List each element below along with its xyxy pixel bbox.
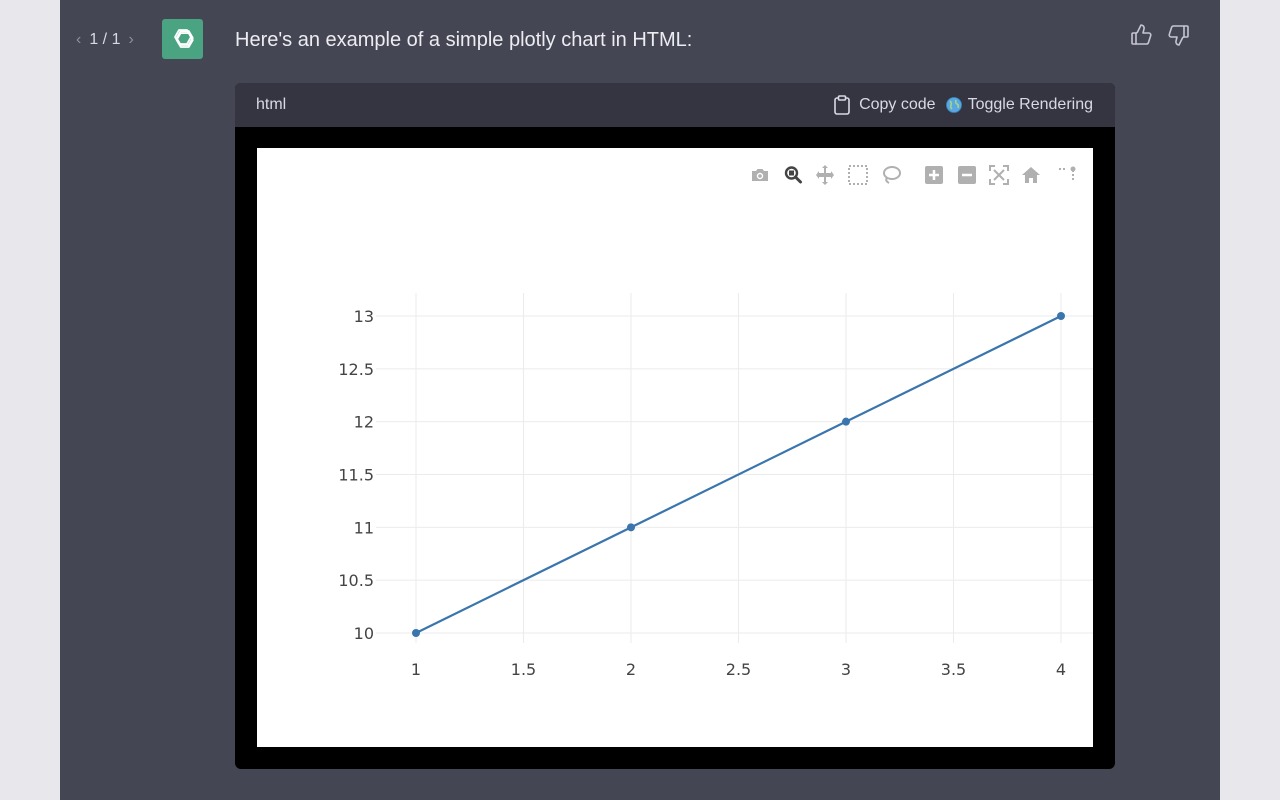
x-tick-label: 1.5	[511, 660, 536, 679]
chevron-right-icon[interactable]: ›	[128, 31, 134, 48]
x-tick-label: 3.5	[941, 660, 966, 679]
data-point[interactable]	[627, 523, 635, 532]
zoom-out-icon[interactable]	[956, 164, 978, 186]
chevron-left-icon[interactable]: ‹	[76, 31, 82, 48]
zoom-icon[interactable]	[782, 164, 804, 186]
data-point[interactable]	[1057, 312, 1065, 320]
pager-count: 1 / 1	[89, 31, 121, 48]
y-tick-label: 13	[354, 307, 374, 326]
code-block: html Copy code Toggle Rendering	[235, 83, 1115, 769]
grid-lines	[376, 293, 1093, 643]
response-pager: ‹ 1 / 1 ›	[76, 28, 134, 52]
spikelines-icon[interactable]	[1057, 164, 1079, 186]
autoscale-icon[interactable]	[988, 164, 1010, 186]
series-points	[412, 312, 1065, 637]
x-tick-label: 3	[841, 660, 851, 679]
y-tick-label: 10.5	[338, 571, 374, 590]
pan-icon[interactable]	[814, 164, 836, 186]
code-block-actions: Copy code Toggle Rendering	[833, 95, 1093, 115]
data-point[interactable]	[842, 417, 850, 426]
copy-code-label: Copy code	[859, 96, 936, 113]
data-point[interactable]	[412, 629, 420, 637]
lasso-icon[interactable]	[880, 164, 902, 186]
x-tick-label: 2	[626, 660, 636, 679]
x-tick-label: 1	[411, 660, 421, 679]
code-language-label: html	[256, 96, 287, 113]
toggle-rendering-label: Toggle Rendering	[967, 96, 1093, 113]
y-tick-label: 11	[354, 518, 374, 537]
camera-icon[interactable]	[749, 164, 771, 186]
thumbs-down-icon[interactable]	[1166, 22, 1192, 48]
thumbs-up-icon[interactable]	[1128, 22, 1154, 48]
clipboard-icon	[834, 95, 850, 115]
y-tick-label: 11.5	[338, 466, 374, 485]
toggle-rendering-button[interactable]: Toggle Rendering	[945, 96, 1093, 114]
assistant-avatar	[162, 19, 203, 59]
y-tick-label: 10	[354, 624, 374, 643]
series-line	[415, 315, 1062, 634]
plotly-chart-frame: 1 1.5 2 2.5 3 3.5 4 10 10.5 11 11.5 12 12.5 13	[257, 148, 1093, 747]
assistant-message-text: Here's an example of a simple plotly cha…	[235, 29, 693, 51]
globe-icon	[945, 97, 962, 113]
x-tick-label: 4	[1056, 660, 1066, 679]
copy-code-button[interactable]: Copy code	[833, 95, 936, 115]
y-tick-label: 12.5	[338, 360, 374, 379]
y-tick-label: 12	[354, 413, 374, 432]
zoom-in-icon[interactable]	[923, 164, 945, 186]
openai-logo-icon	[173, 29, 194, 48]
box-select-icon[interactable]	[847, 164, 869, 186]
reset-axes-icon[interactable]	[1020, 164, 1042, 186]
code-block-header: html Copy code Toggle Rendering	[235, 83, 1115, 127]
x-tick-label: 2.5	[726, 660, 751, 679]
